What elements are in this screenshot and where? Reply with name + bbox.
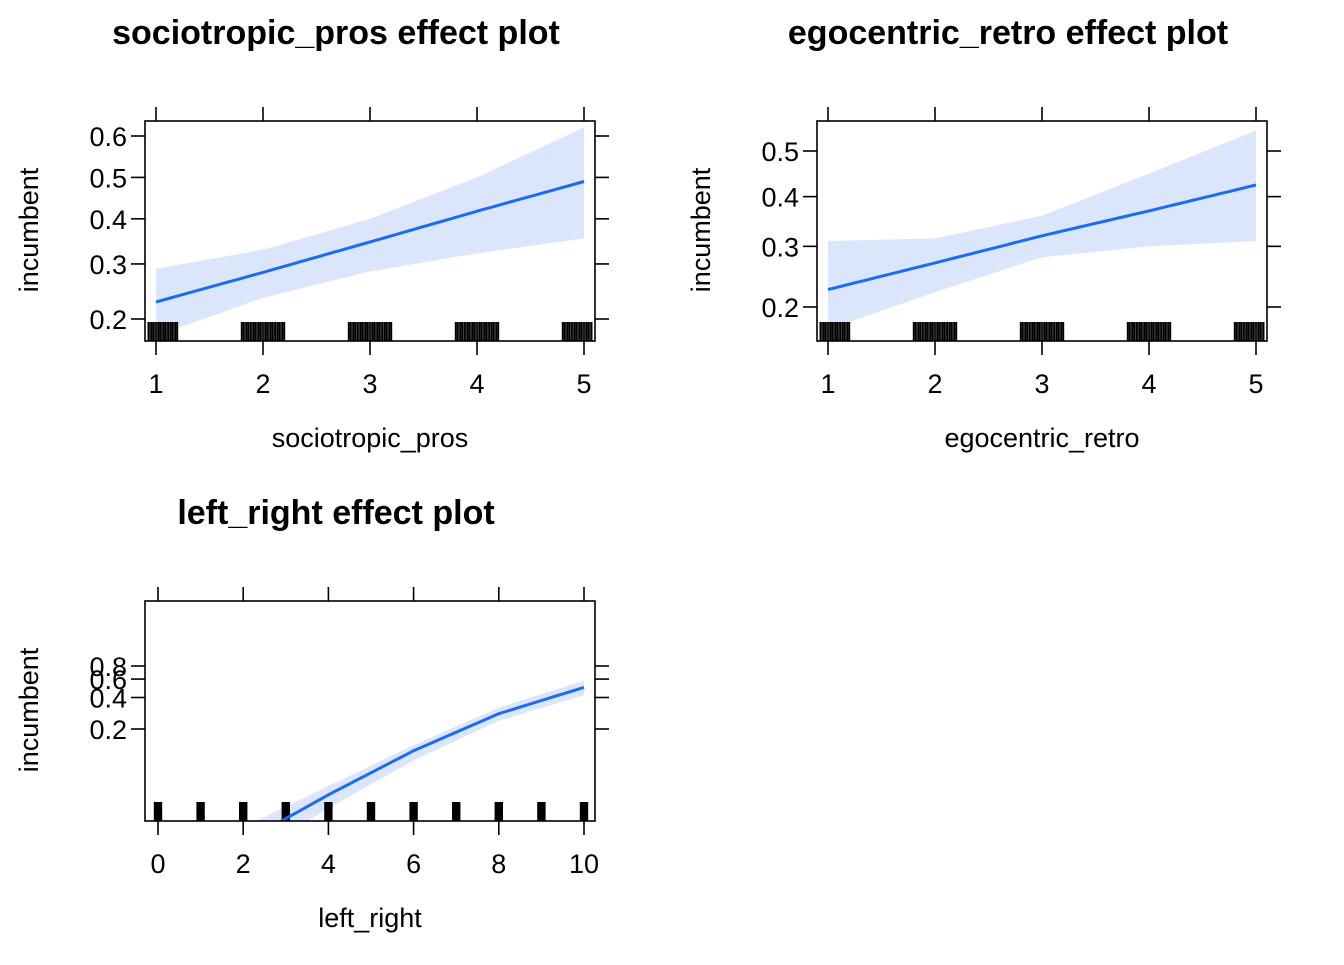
x-tick-label: 1: [148, 369, 163, 399]
y-tick-label: 0.2: [89, 305, 127, 335]
y-axis-label: incumbent: [14, 167, 44, 292]
y-tick-label: 0.2: [761, 293, 799, 323]
y-tick-label: 0.6: [89, 665, 127, 695]
plot-marks: [819, 130, 1265, 341]
rug-marks: [819, 322, 1265, 341]
y-axis-label: incumbent: [14, 647, 44, 772]
x-tick-label: 3: [1034, 369, 1049, 399]
plot-frame: [144, 600, 596, 822]
rug-marks: [153, 802, 589, 821]
panel-title: egocentric_retro effect plot: [788, 14, 1228, 52]
y-axis-label: incumbent: [686, 167, 716, 292]
plot-area: 1 2 3 4 5 0.2 0.3 0.4 0.5: [761, 107, 1281, 399]
panel-title: sociotropic_pros effect plot: [112, 14, 560, 52]
panel-title: left_right effect plot: [177, 494, 494, 532]
y-tick-label: 0.4: [89, 205, 127, 235]
x-tick-label: 5: [576, 369, 591, 399]
y-tick-label: 0.8: [89, 652, 127, 682]
panel-left-right: left_right effect plot left_right incumb…: [14, 494, 609, 933]
fit-line: [155, 180, 585, 304]
x-axis-label: egocentric_retro: [944, 423, 1139, 453]
y-tick-label: 0.5: [89, 163, 127, 193]
x-tick-label: 4: [321, 849, 336, 879]
y-tick-label: 0.3: [89, 250, 127, 280]
x-tick-label: 4: [469, 369, 484, 399]
x-tick-label: 10: [569, 849, 599, 879]
confidence-band: [156, 127, 584, 336]
x-axis-label: sociotropic_pros: [272, 423, 469, 453]
panel-egocentric-retro: egocentric_retro effect plot egocentric_…: [686, 14, 1281, 453]
y-tick-label: 0.3: [761, 232, 799, 262]
x-tick-label: 8: [491, 849, 506, 879]
panel-sociotropic-pros: sociotropic_pros effect plot sociotropic…: [14, 14, 609, 453]
rug-marks: [147, 322, 593, 341]
x-tick-label: 2: [255, 369, 270, 399]
x-tick-label: 2: [927, 369, 942, 399]
x-tick-label: 0: [150, 849, 165, 879]
plot-area: 0 2 4 6 8 10 0.20.40.60.8: [89, 587, 609, 879]
x-tick-label: 6: [406, 849, 421, 879]
fit-line: [278, 685, 585, 821]
x-tick-label: 3: [362, 369, 377, 399]
fit-line: [827, 183, 1257, 291]
x-tick-label: 5: [1248, 369, 1263, 399]
y-tick-label: 0.4: [761, 183, 799, 213]
confidence-band: [828, 130, 1256, 330]
plot-marks: [147, 127, 593, 341]
x-tick-label: 4: [1141, 369, 1156, 399]
x-tick-label: 1: [820, 369, 835, 399]
x-tick-label: 2: [236, 849, 251, 879]
plot-area: 1 2 3 4 5 0.2 0.3 0.4 0.5 0.6: [89, 107, 609, 399]
y-tick-label: 0.5: [761, 137, 799, 167]
confidence-band: [256, 680, 584, 821]
plot-marks: [153, 680, 589, 821]
x-axis-label: left_right: [318, 903, 422, 933]
y-tick-label: 0.6: [89, 122, 127, 152]
y-tick-label: 0.2: [89, 715, 127, 745]
y-tick-label: 0.4: [89, 684, 127, 714]
